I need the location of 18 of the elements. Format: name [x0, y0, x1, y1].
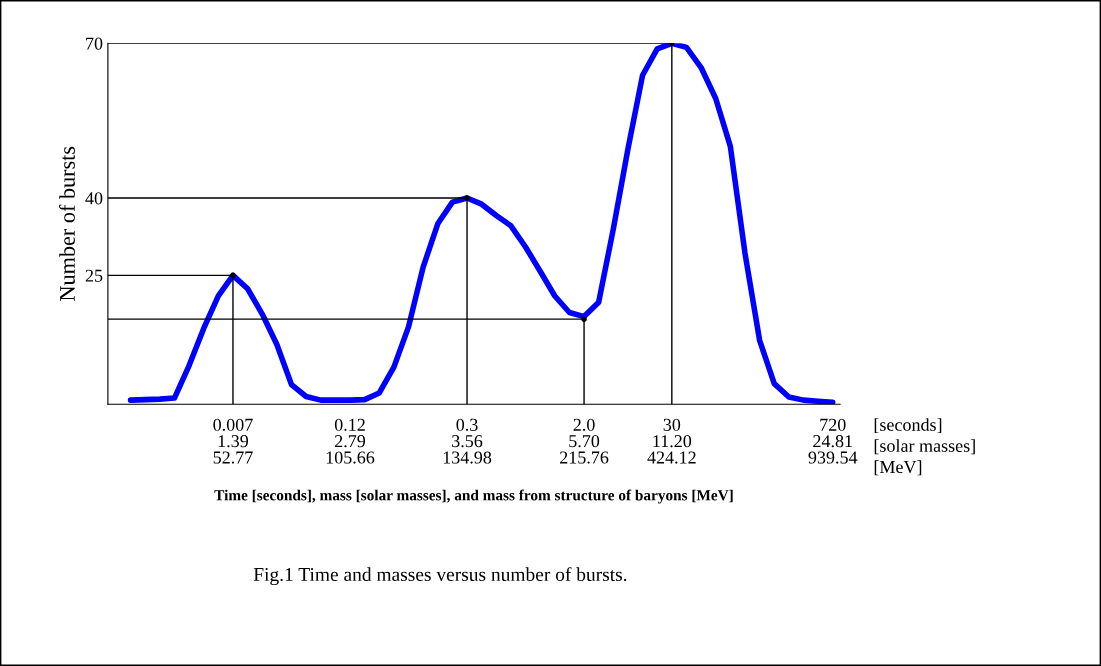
point: [230, 272, 236, 279]
text: [seconds]: [874, 418, 942, 434]
text: [solar masses]: [874, 439, 975, 455]
x-tick-label: 720 24.81 939.54: [808, 418, 858, 464]
x-tick-label: 0.3 3.56 134.98: [443, 418, 492, 464]
x-tick-label: 0.007 1.39 52.77: [213, 418, 253, 464]
point: [581, 316, 587, 322]
x-tick-label: 0.12 2.79 105.66: [326, 418, 375, 464]
point: [464, 195, 470, 201]
y-tick-label: 40: [85, 192, 103, 205]
y-tick-label: 25: [85, 269, 103, 282]
x-tick-label: 2.0 5.70 215.76: [560, 418, 609, 464]
caption: Fig.1 Time and masses versus number of bursts.: [253, 567, 627, 586]
y-axis-title: Number of bursts: [59, 146, 75, 301]
x-tick-label: 30 11.20 424.12: [647, 418, 696, 464]
text: [MeV]: [874, 460, 922, 476]
x-axis-title: Time [seconds], mass [solar masses], and mass from structure of baryons [MeV]: [214, 489, 733, 504]
y-tick-label: 70: [86, 37, 103, 50]
